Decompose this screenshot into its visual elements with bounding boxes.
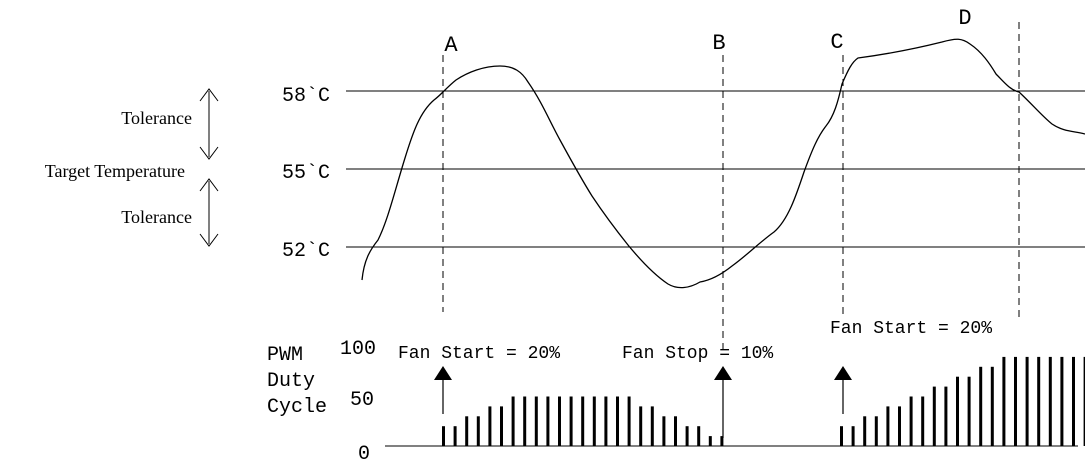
fan-stop-annotation: Fan Stop = 10%	[622, 344, 773, 364]
pwm-bar-s2-13	[979, 366, 983, 446]
pwm-bar-s1-15	[604, 396, 608, 446]
pwm-bar-s1-1	[442, 426, 445, 446]
pwm-bar-s2-4	[874, 416, 878, 446]
pwm-bar-s2-11	[956, 376, 959, 446]
pwm-axis-label-line3: Cycle	[267, 396, 327, 419]
pwm-bar-s2-14	[990, 366, 994, 446]
fan-start-annotation-1: Fan Start = 20%	[398, 344, 560, 364]
pwm-tick-50: 50	[350, 389, 374, 412]
pwm-bar-s2-17	[1025, 356, 1029, 446]
pwm-bar-s2-16	[1014, 356, 1017, 446]
temp-label-55: 55`C	[282, 162, 330, 185]
pwm-bar-s1-22	[685, 426, 689, 446]
marker-label-b: B	[712, 31, 725, 56]
pwm-bar-s2-6	[898, 406, 901, 446]
pwm-bar-s2-15	[1002, 356, 1006, 446]
temp-label-52: 52`C	[282, 240, 330, 263]
target-temperature-label: Target Temperature	[45, 161, 185, 181]
up-arrow-icon	[834, 366, 852, 414]
pwm-bar-s1-25	[720, 436, 724, 446]
temperature-curve	[361, 38, 1085, 289]
tolerance-label-top: Tolerance	[121, 108, 192, 128]
double-arrow-icon	[199, 178, 219, 247]
pwm-bar-s1-9	[534, 396, 538, 446]
pwm-bar-s1-6	[500, 406, 503, 446]
pwm-bar-s1-8	[523, 396, 527, 446]
pwm-bar-s2-7	[909, 396, 913, 446]
pwm-axis-label-line1: PWM	[267, 344, 303, 367]
temp-label-58: 58`C	[282, 85, 330, 108]
pwm-bar-s1-10	[546, 396, 550, 446]
fan-start-annotation-2: Fan Start = 20%	[830, 319, 992, 339]
pwm-bar-s1-4	[476, 416, 480, 446]
pwm-bar-s2-21	[1072, 356, 1075, 446]
pwm-bar-s1-5	[488, 406, 492, 446]
pwm-bar-s1-16	[616, 396, 619, 446]
pwm-bar-s2-1	[840, 426, 843, 446]
pwm-bar-s2-20	[1060, 356, 1064, 446]
pwm-bars	[442, 356, 1085, 446]
pwm-bar-s1-17	[627, 396, 631, 446]
pwm-bar-s2-18	[1037, 356, 1041, 446]
pwm-bar-s1-7	[511, 396, 515, 446]
pwm-bar-s1-2	[453, 426, 457, 446]
pwm-bar-s2-12	[967, 376, 971, 446]
pwm-axis-label-line2: Duty	[267, 370, 315, 393]
pwm-bar-s1-14	[592, 396, 596, 446]
pwm-bar-s1-20	[662, 416, 666, 446]
pwm-bar-s1-13	[581, 396, 585, 446]
pwm-bar-s1-11	[558, 396, 561, 446]
pwm-bar-s1-24	[708, 436, 712, 446]
marker-label-a: A	[444, 33, 458, 58]
pwm-bar-s2-5	[886, 406, 890, 446]
pwm-bar-s2-22	[1083, 356, 1085, 446]
tolerance-label-bottom: Tolerance	[121, 207, 192, 227]
up-arrow-icon	[434, 366, 452, 414]
pwm-bar-s2-3	[863, 416, 867, 446]
pwm-bar-s1-23	[697, 426, 701, 446]
marker-label-c: C	[830, 30, 843, 55]
pwm-bar-s2-9	[932, 386, 936, 446]
marker-label-d: D	[958, 6, 971, 31]
pwm-bar-s2-19	[1048, 356, 1052, 446]
pwm-bar-s2-10	[944, 386, 948, 446]
up-arrow-icon	[714, 366, 732, 438]
pwm-bar-s1-19	[650, 406, 654, 446]
pwm-tick-100: 100	[340, 338, 376, 361]
double-arrow-icon	[199, 88, 219, 160]
pwm-bar-s1-18	[639, 406, 643, 446]
pwm-bar-s1-21	[674, 416, 677, 446]
pwm-bar-s1-12	[569, 396, 573, 446]
pwm-tick-0: 0	[358, 443, 370, 463]
pwm-bar-s1-3	[465, 416, 469, 446]
pwm-bar-s2-8	[921, 396, 925, 446]
pwm-bar-s2-2	[851, 426, 855, 446]
